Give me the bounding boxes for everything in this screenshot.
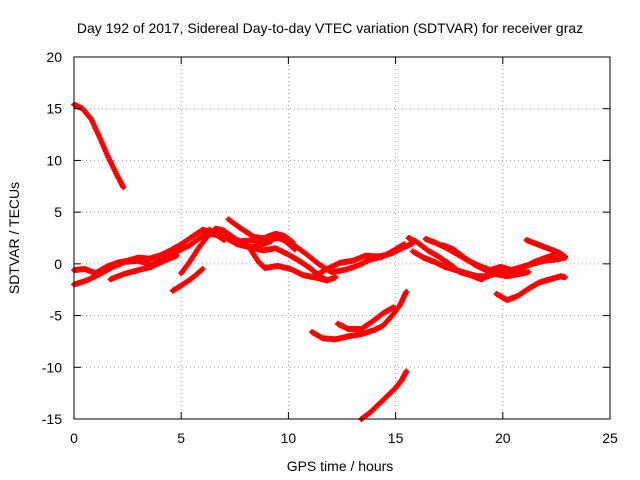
data-point	[199, 266, 206, 272]
axis-ticks	[73, 56, 611, 420]
data-point	[332, 274, 339, 281]
y-tick-label: -15	[42, 411, 62, 427]
y-axis-label: SDTVAR / TECUs	[6, 182, 22, 294]
y-tick-label: 20	[46, 49, 62, 65]
x-tick-label: 10	[281, 430, 297, 446]
data-point	[120, 184, 127, 191]
data-point	[562, 253, 568, 260]
y-tick-label: 10	[46, 152, 62, 168]
y-tick-label: -5	[50, 308, 63, 324]
y-tick-label: 5	[54, 204, 62, 220]
data-point	[173, 252, 180, 259]
x-tick-label: 0	[70, 430, 78, 446]
data-point	[198, 267, 205, 273]
tick-labels: 0 5 10 15 20 25 -15 -10 -5 0 5 10 15 20	[42, 49, 618, 446]
y-tick-label: -10	[42, 359, 62, 375]
x-tick-label: 25	[602, 430, 618, 446]
x-tick-label: 5	[177, 430, 185, 446]
x-tick-label: 20	[495, 430, 511, 446]
chart-title: Day 192 of 2017, Sidereal Day-to-day VTE…	[77, 20, 583, 36]
y-tick-label: 15	[46, 101, 62, 117]
data-point	[390, 304, 397, 311]
x-tick-label: 15	[388, 430, 404, 446]
data-point	[289, 239, 296, 246]
data-point	[403, 368, 410, 375]
data-point	[562, 274, 568, 281]
plot-frame	[73, 56, 611, 420]
y-tick-label: 0	[54, 256, 62, 272]
data-series	[71, 101, 568, 422]
data-point	[403, 288, 410, 295]
x-axis-label: GPS time / hours	[287, 458, 394, 474]
data-point	[525, 269, 532, 276]
